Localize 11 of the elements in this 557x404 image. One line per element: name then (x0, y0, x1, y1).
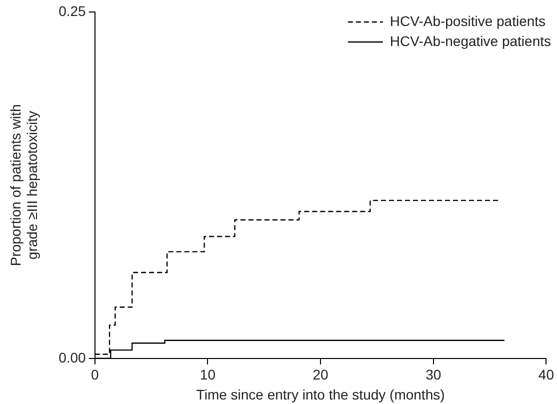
y-axis-title: Proportion of patients with grade ≥III hepatotoxicity (7, 104, 40, 266)
x-axis-title: Time since entry into the study (months) (196, 386, 445, 402)
y-tick-label: 0.00 (58, 349, 86, 366)
x-tick-label: 0 (90, 366, 99, 383)
x-tick-label: 30 (426, 366, 442, 383)
x-tick-label: 20 (312, 366, 329, 383)
y-tick-label: 0.25 (58, 2, 86, 19)
legend-label: HCV-Ab-negative patients (390, 32, 552, 49)
legend-label: HCV-Ab-positive patients (390, 12, 546, 29)
x-tick-label: 40 (538, 366, 554, 383)
x-tick-label: 10 (200, 366, 216, 383)
